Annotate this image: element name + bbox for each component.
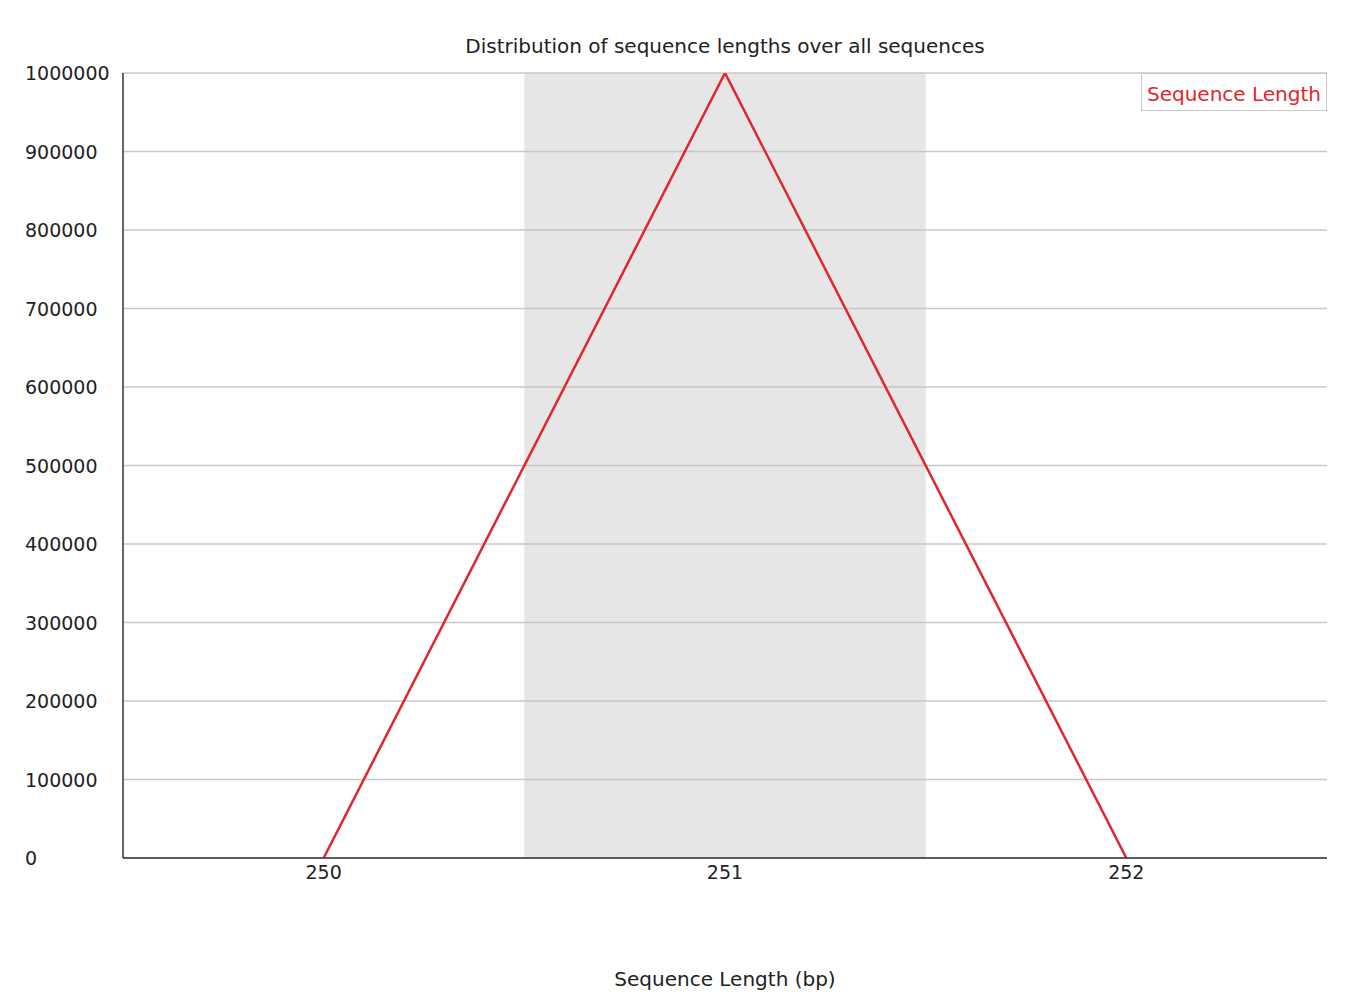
html-text:Distribution of sequence lengt: Distribution of sequence lengths over al… <box>465 34 985 58</box>
svg-text:200000: 200000 <box>25 690 98 712</box>
svg-text:700000: 700000 <box>25 298 98 320</box>
svg-text:500000: 500000 <box>25 455 98 477</box>
svg-text:300000: 300000 <box>25 612 98 634</box>
svg-text:600000: 600000 <box>25 376 98 398</box>
svg-text:251: 251 <box>707 861 743 883</box>
html-text:Sequence Length: Sequence Length <box>1147 82 1321 106</box>
svg-text:400000: 400000 <box>25 533 98 555</box>
svg-text:1000000: 1000000 <box>25 62 110 84</box>
svg-text:0: 0 <box>25 847 37 869</box>
svg-text:800000: 800000 <box>25 219 98 241</box>
html-text:Sequence Length (bp): Sequence Length (bp) <box>614 967 836 991</box>
svg-text:900000: 900000 <box>25 141 98 163</box>
svg-text:252: 252 <box>1108 861 1144 883</box>
svg-text:250: 250 <box>306 861 342 883</box>
svg-text:100000: 100000 <box>25 769 98 791</box>
